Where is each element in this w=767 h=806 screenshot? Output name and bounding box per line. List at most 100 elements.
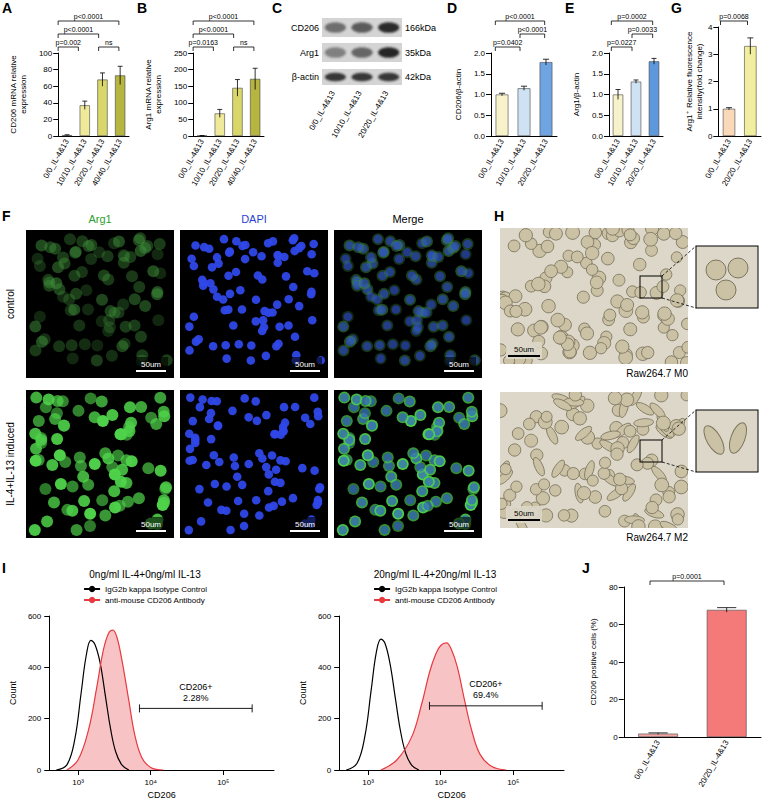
svg-text:20/20_IL-4&13: 20/20_IL-4&13 bbox=[356, 89, 390, 139]
svg-text:Merge: Merge bbox=[392, 213, 423, 225]
svg-text:p<0.0001: p<0.0001 bbox=[199, 26, 228, 34]
svg-text:166kDa: 166kDa bbox=[405, 23, 436, 33]
svg-text:0.0: 0.0 bbox=[592, 132, 604, 141]
svg-text:0.5: 0.5 bbox=[474, 111, 486, 120]
svg-text:1.0: 1.0 bbox=[592, 90, 604, 99]
svg-text:IgG2b kappa Isotype Control: IgG2b kappa Isotype Control bbox=[395, 585, 497, 594]
svg-text:p=0.0402: p=0.0402 bbox=[493, 39, 522, 47]
svg-text:50um: 50um bbox=[514, 345, 534, 354]
svg-text:CD206 mRNA relative: CD206 mRNA relative bbox=[9, 55, 18, 134]
svg-text:600: 600 bbox=[28, 612, 42, 621]
svg-text:35kDa: 35kDa bbox=[405, 48, 431, 58]
svg-text:0.0: 0.0 bbox=[474, 132, 486, 141]
svg-text:0ng/ml IL-4+0ng/ml IL-13: 0ng/ml IL-4+0ng/ml IL-13 bbox=[89, 569, 201, 580]
svg-text:50um: 50um bbox=[295, 360, 315, 369]
svg-text:Arg1/β-actin: Arg1/β-actin bbox=[572, 73, 581, 116]
svg-text:50um: 50um bbox=[514, 509, 534, 518]
svg-text:400: 400 bbox=[28, 663, 42, 672]
svg-text:p<0.0001: p<0.0001 bbox=[209, 13, 238, 21]
svg-text:200: 200 bbox=[28, 714, 42, 723]
svg-text:2.28%: 2.28% bbox=[183, 693, 209, 703]
svg-text:20/20_IL-4&13: 20/20_IL-4&13 bbox=[697, 738, 731, 788]
svg-text:CD206: CD206 bbox=[291, 23, 319, 33]
svg-text:50um: 50um bbox=[449, 520, 469, 529]
svg-text:control: control bbox=[5, 289, 16, 319]
svg-text:p=0.0002: p=0.0002 bbox=[617, 13, 646, 21]
svg-text:IL-4+IL-13 induced: IL-4+IL-13 induced bbox=[5, 422, 16, 506]
svg-text:600: 600 bbox=[318, 612, 332, 621]
svg-text:0: 0 bbox=[37, 766, 42, 775]
svg-text:3: 3 bbox=[708, 50, 713, 59]
svg-text:p<0.0001: p<0.0001 bbox=[518, 26, 547, 34]
svg-text:p<0.0001: p<0.0001 bbox=[64, 26, 93, 34]
svg-text:CD206+: CD206+ bbox=[179, 682, 212, 692]
svg-text:400: 400 bbox=[318, 663, 332, 672]
svg-text:CD206+: CD206+ bbox=[469, 679, 502, 689]
svg-text:200: 200 bbox=[174, 65, 188, 74]
svg-text:50um: 50um bbox=[141, 520, 161, 529]
svg-text:anti-mouse CD206 Antibody: anti-mouse CD206 Antibody bbox=[105, 596, 205, 605]
svg-text:intensity(fold change): intensity(fold change) bbox=[695, 43, 704, 119]
svg-text:p<0.0001: p<0.0001 bbox=[505, 13, 534, 21]
svg-text:expression: expression bbox=[154, 75, 163, 114]
svg-text:10⁵: 10⁵ bbox=[217, 778, 229, 787]
svg-text:CD206: CD206 bbox=[148, 790, 176, 800]
svg-text:20/20_IL-4&13: 20/20_IL-4&13 bbox=[720, 137, 754, 187]
svg-text:p=0.0033: p=0.0033 bbox=[628, 26, 657, 34]
svg-text:0.5: 0.5 bbox=[592, 111, 604, 120]
svg-text:40/40_IL-4&13: 40/40_IL-4&13 bbox=[90, 137, 124, 187]
svg-text:Arg1: Arg1 bbox=[88, 213, 111, 225]
svg-text:42kDa: 42kDa bbox=[405, 72, 431, 82]
svg-text:100: 100 bbox=[174, 98, 188, 107]
svg-text:20: 20 bbox=[609, 695, 618, 704]
svg-text:40: 40 bbox=[43, 98, 52, 107]
svg-text:150: 150 bbox=[174, 82, 188, 91]
svg-text:10⁴: 10⁴ bbox=[435, 778, 448, 787]
svg-text:IgG2b kappa Isotype Control: IgG2b kappa Isotype Control bbox=[105, 585, 207, 594]
svg-text:60: 60 bbox=[609, 620, 618, 629]
svg-text:1.5: 1.5 bbox=[592, 69, 604, 78]
svg-text:10³: 10³ bbox=[362, 778, 374, 787]
svg-text:100: 100 bbox=[39, 49, 53, 58]
svg-text:50um: 50um bbox=[295, 520, 315, 529]
svg-text:ns: ns bbox=[240, 39, 248, 46]
svg-text:20: 20 bbox=[43, 115, 52, 124]
svg-text:50: 50 bbox=[178, 115, 187, 124]
svg-text:10⁴: 10⁴ bbox=[145, 778, 158, 787]
svg-text:80: 80 bbox=[609, 583, 618, 592]
svg-text:1.0: 1.0 bbox=[474, 90, 486, 99]
svg-text:80: 80 bbox=[43, 65, 52, 74]
svg-text:69.4%: 69.4% bbox=[473, 690, 499, 700]
svg-text:β-actin: β-actin bbox=[292, 72, 319, 82]
svg-text:60: 60 bbox=[43, 82, 52, 91]
svg-text:p<0.0001: p<0.0001 bbox=[74, 13, 103, 21]
svg-text:p=0.0068: p=0.0068 bbox=[719, 13, 748, 21]
svg-text:0: 0 bbox=[48, 132, 53, 141]
svg-text:p=0.0163: p=0.0163 bbox=[189, 39, 218, 47]
svg-text:20ng/ml IL-4+20ng/ml IL-13: 20ng/ml IL-4+20ng/ml IL-13 bbox=[374, 569, 497, 580]
svg-text:expression: expression bbox=[19, 75, 28, 114]
svg-text:ns: ns bbox=[105, 39, 113, 46]
svg-text:Arg1 mRNA relative: Arg1 mRNA relative bbox=[144, 59, 153, 130]
svg-text:Count: Count bbox=[298, 681, 308, 706]
svg-text:0: 0 bbox=[327, 766, 332, 775]
svg-text:anti-mouse CD206 Antibody: anti-mouse CD206 Antibody bbox=[395, 596, 495, 605]
svg-text:10³: 10³ bbox=[72, 778, 84, 787]
svg-text:40/40_IL-4&13: 40/40_IL-4&13 bbox=[225, 137, 259, 187]
svg-text:p=0.002: p=0.002 bbox=[56, 39, 82, 47]
svg-text:Raw264.7 M0: Raw264.7 M0 bbox=[626, 368, 688, 379]
svg-text:50um: 50um bbox=[141, 360, 161, 369]
svg-text:Arg1⁺ Relative fluorescence: Arg1⁺ Relative fluorescence bbox=[685, 31, 694, 131]
svg-text:0: 0 bbox=[613, 733, 618, 742]
svg-text:CD206 positive cells (%): CD206 positive cells (%) bbox=[589, 618, 598, 705]
svg-text:250: 250 bbox=[174, 49, 188, 58]
svg-text:50um: 50um bbox=[449, 360, 469, 369]
svg-text:1: 1 bbox=[708, 104, 713, 113]
svg-text:2.0: 2.0 bbox=[474, 49, 486, 58]
svg-text:Arg1: Arg1 bbox=[300, 48, 319, 58]
svg-text:CD206/β-actin: CD206/β-actin bbox=[454, 69, 463, 120]
svg-text:10⁵: 10⁵ bbox=[507, 778, 519, 787]
svg-text:4: 4 bbox=[708, 23, 713, 32]
svg-text:40: 40 bbox=[609, 658, 618, 667]
svg-text:Count: Count bbox=[8, 681, 18, 706]
